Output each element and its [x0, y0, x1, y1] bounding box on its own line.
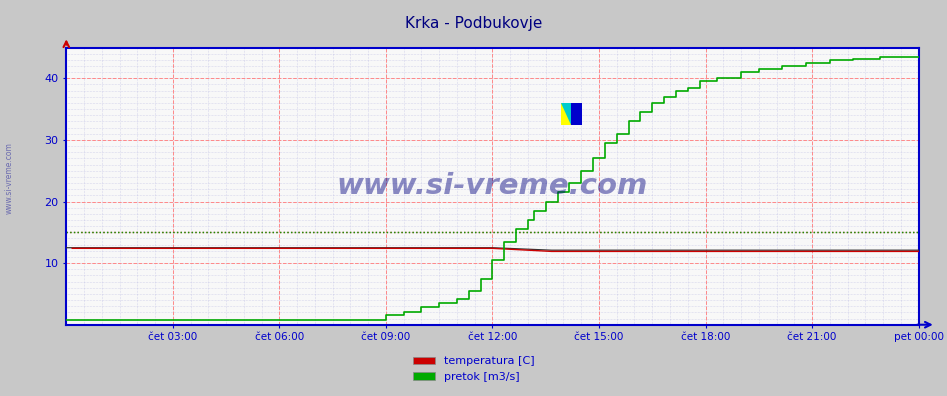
Text: www.si-vreme.com: www.si-vreme.com	[5, 142, 14, 214]
FancyBboxPatch shape	[571, 103, 581, 125]
Text: www.si-vreme.com: www.si-vreme.com	[337, 172, 648, 200]
Text: Krka - Podbukovje: Krka - Podbukovje	[404, 16, 543, 31]
Polygon shape	[561, 103, 571, 125]
Legend: temperatura [C], pretok [m3/s]: temperatura [C], pretok [m3/s]	[408, 352, 539, 386]
FancyBboxPatch shape	[561, 103, 581, 125]
